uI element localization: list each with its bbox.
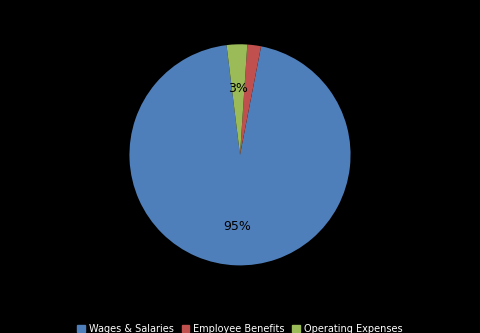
Text: 3%: 3% [228, 82, 248, 95]
Legend: Wages & Salaries, Employee Benefits, Operating Expenses: Wages & Salaries, Employee Benefits, Ope… [73, 320, 407, 333]
Wedge shape [130, 45, 350, 265]
Wedge shape [240, 45, 261, 155]
Wedge shape [227, 44, 247, 155]
Text: 95%: 95% [224, 220, 252, 233]
